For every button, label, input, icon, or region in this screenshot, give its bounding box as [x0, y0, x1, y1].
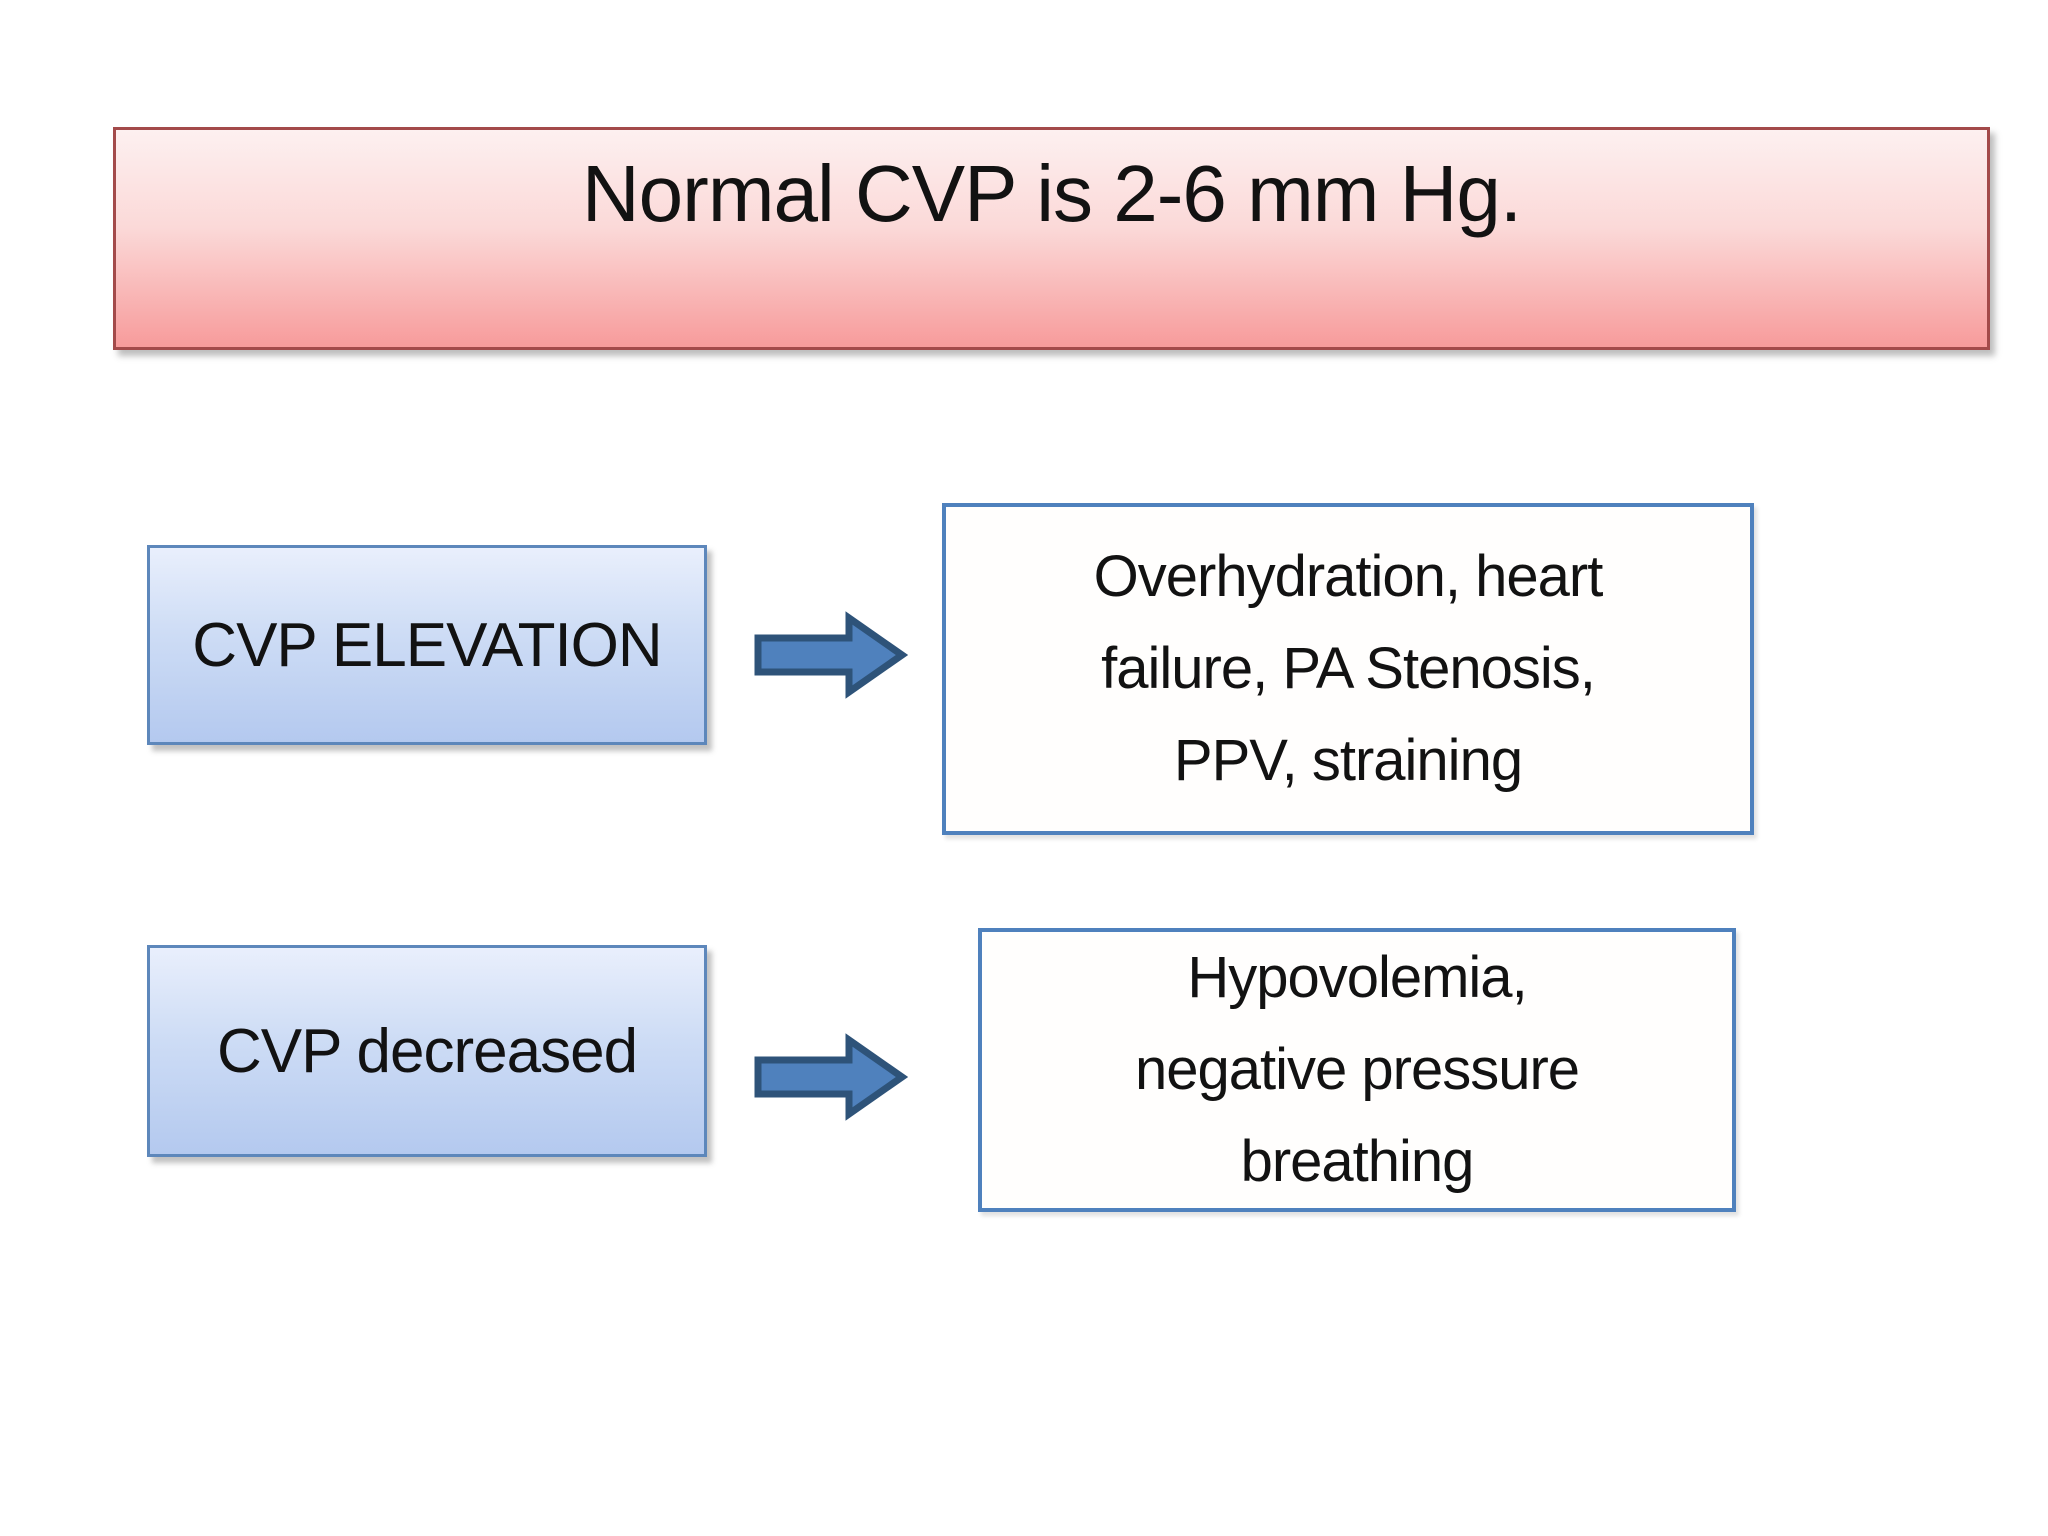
effect-line: Hypovolemia, — [1187, 945, 1527, 1010]
cause-label-cvp-decreased: CVP decreased — [216, 1016, 638, 1086]
effect-line: failure, PA Stenosis, — [1101, 636, 1596, 701]
slide-title: Normal CVP is 2-6 mm Hg. — [581, 149, 1522, 238]
effect-line: PPV, straining — [1173, 728, 1523, 793]
effect-box-cvp-elevation: Overhydration, heart failure, PA Stenosi… — [942, 503, 1754, 835]
cause-box-cvp-elevation: CVP ELEVATION — [147, 545, 707, 745]
arrow-right-icon — [754, 611, 908, 699]
effect-line: negative pressure — [1134, 1037, 1580, 1102]
cause-label-cvp-elevation: CVP ELEVATION — [192, 610, 662, 680]
effect-line: breathing — [1240, 1129, 1475, 1194]
effect-line: Overhydration, heart — [1093, 544, 1604, 609]
effect-box-cvp-decreased: Hypovolemia, negative pressure breathing — [978, 928, 1736, 1212]
arrow-right-icon — [754, 1033, 908, 1121]
title-banner: Normal CVP is 2-6 mm Hg. — [113, 127, 1990, 350]
cause-box-cvp-decreased: CVP decreased — [147, 945, 707, 1157]
